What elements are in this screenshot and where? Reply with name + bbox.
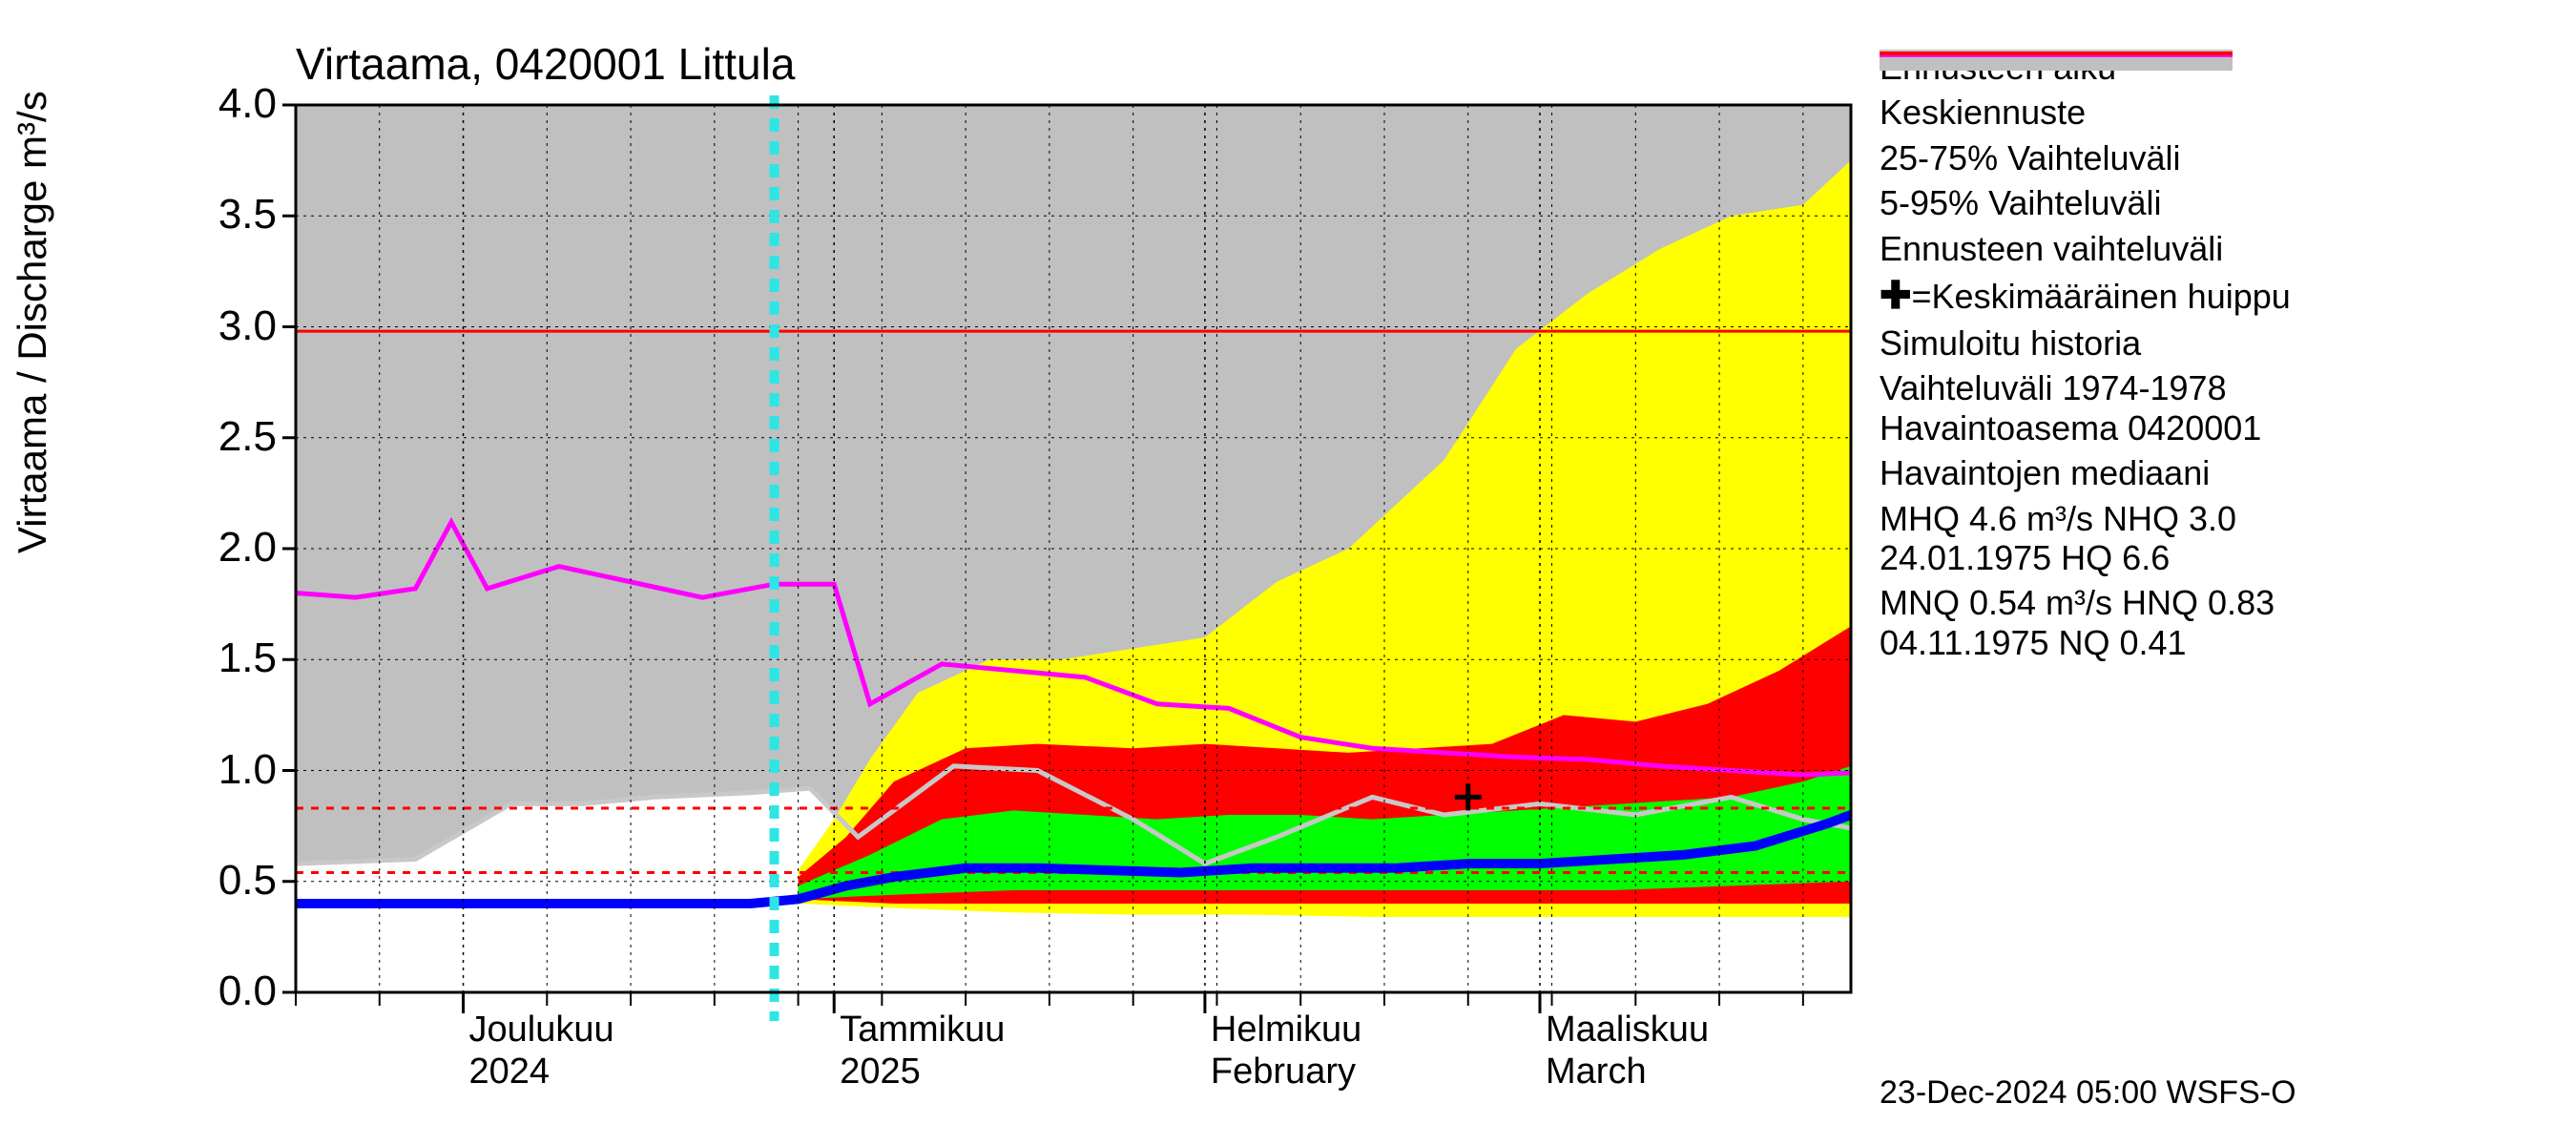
footer-timestamp: 23-Dec-2024 05:00 WSFS-O: [1880, 1074, 2296, 1112]
legend-entry-median_forecast: Keskiennuste: [1880, 93, 2547, 132]
legend-label: MHQ 4.6 m³/s NHQ 3.0: [1880, 499, 2547, 538]
legend-label: 04.11.1975 NQ 0.41: [1880, 623, 2547, 662]
legend-entry-hist_median: Havaintojen mediaani: [1880, 453, 2547, 492]
legend: Ennusteen alkuKeskiennuste25-75% Vaihtel…: [1880, 48, 2547, 668]
x-tick-label-month: Maaliskuu: [1546, 1010, 1709, 1051]
x-tick-label-sub: 2025: [840, 1051, 921, 1093]
x-tick-label-month: Helmikuu: [1211, 1010, 1361, 1051]
plus-icon: ✚: [1880, 275, 1912, 317]
legend-label: 5-95% Vaihteluväli: [1880, 183, 2547, 222]
y-tick-label: 4.0: [181, 80, 277, 128]
legend-entry-mhq: MHQ 4.6 m³/s NHQ 3.024.01.1975 HQ 6.6: [1880, 499, 2547, 578]
legend-label: Ennusteen vaihteluväli: [1880, 229, 2547, 268]
legend-entry-mnq: MNQ 0.54 m³/s HNQ 0.8304.11.1975 NQ 0.41: [1880, 583, 2547, 662]
legend-entry-range_90: 5-95% Vaihteluväli: [1880, 183, 2547, 222]
legend-swatch: [1880, 50, 2233, 57]
legend-label: Havaintoasema 0420001: [1880, 408, 2547, 448]
legend-entry-hist_range: Vaihteluväli 1974-1978 Havaintoasema 042…: [1880, 368, 2547, 448]
y-tick-label: 2.0: [181, 524, 277, 572]
y-tick-label: 0.5: [181, 857, 277, 905]
legend-entry-peak: ✚=Keskimääräinen huippu: [1880, 274, 2547, 318]
legend-label: 24.01.1975 HQ 6.6: [1880, 538, 2547, 577]
y-tick-label: 2.5: [181, 413, 277, 461]
x-tick-label-month: Joulukuu: [469, 1010, 614, 1051]
x-tick-label-sub: 2024: [469, 1051, 551, 1093]
legend-label: Keskiennuste: [1880, 93, 2547, 132]
y-tick-label: 0.0: [181, 968, 277, 1015]
legend-label: 25-75% Vaihteluväli: [1880, 138, 2547, 177]
page-root: Virtaama, 0420001 Littula Virtaama / Dis…: [0, 0, 2576, 1145]
x-tick-label-sub: February: [1211, 1051, 1356, 1093]
y-tick-label: 3.0: [181, 302, 277, 350]
x-tick-label-sub: March: [1546, 1051, 1647, 1093]
legend-entry-sim_history: Simuloitu historia: [1880, 323, 2547, 363]
legend-entry-range_50: 25-75% Vaihteluväli: [1880, 138, 2547, 177]
legend-label: Simuloitu historia: [1880, 323, 2547, 363]
y-tick-label: 1.0: [181, 746, 277, 794]
legend-label: MNQ 0.54 m³/s HNQ 0.83: [1880, 583, 2547, 622]
legend-label: Havaintojen mediaani: [1880, 453, 2547, 492]
y-tick-label: 3.5: [181, 191, 277, 239]
legend-entry-range_full: Ennusteen vaihteluväli: [1880, 229, 2547, 268]
legend-label: Vaihteluväli 1974-1978: [1880, 368, 2547, 407]
y-tick-label: 1.5: [181, 635, 277, 682]
x-tick-label-month: Tammikuu: [840, 1010, 1005, 1051]
